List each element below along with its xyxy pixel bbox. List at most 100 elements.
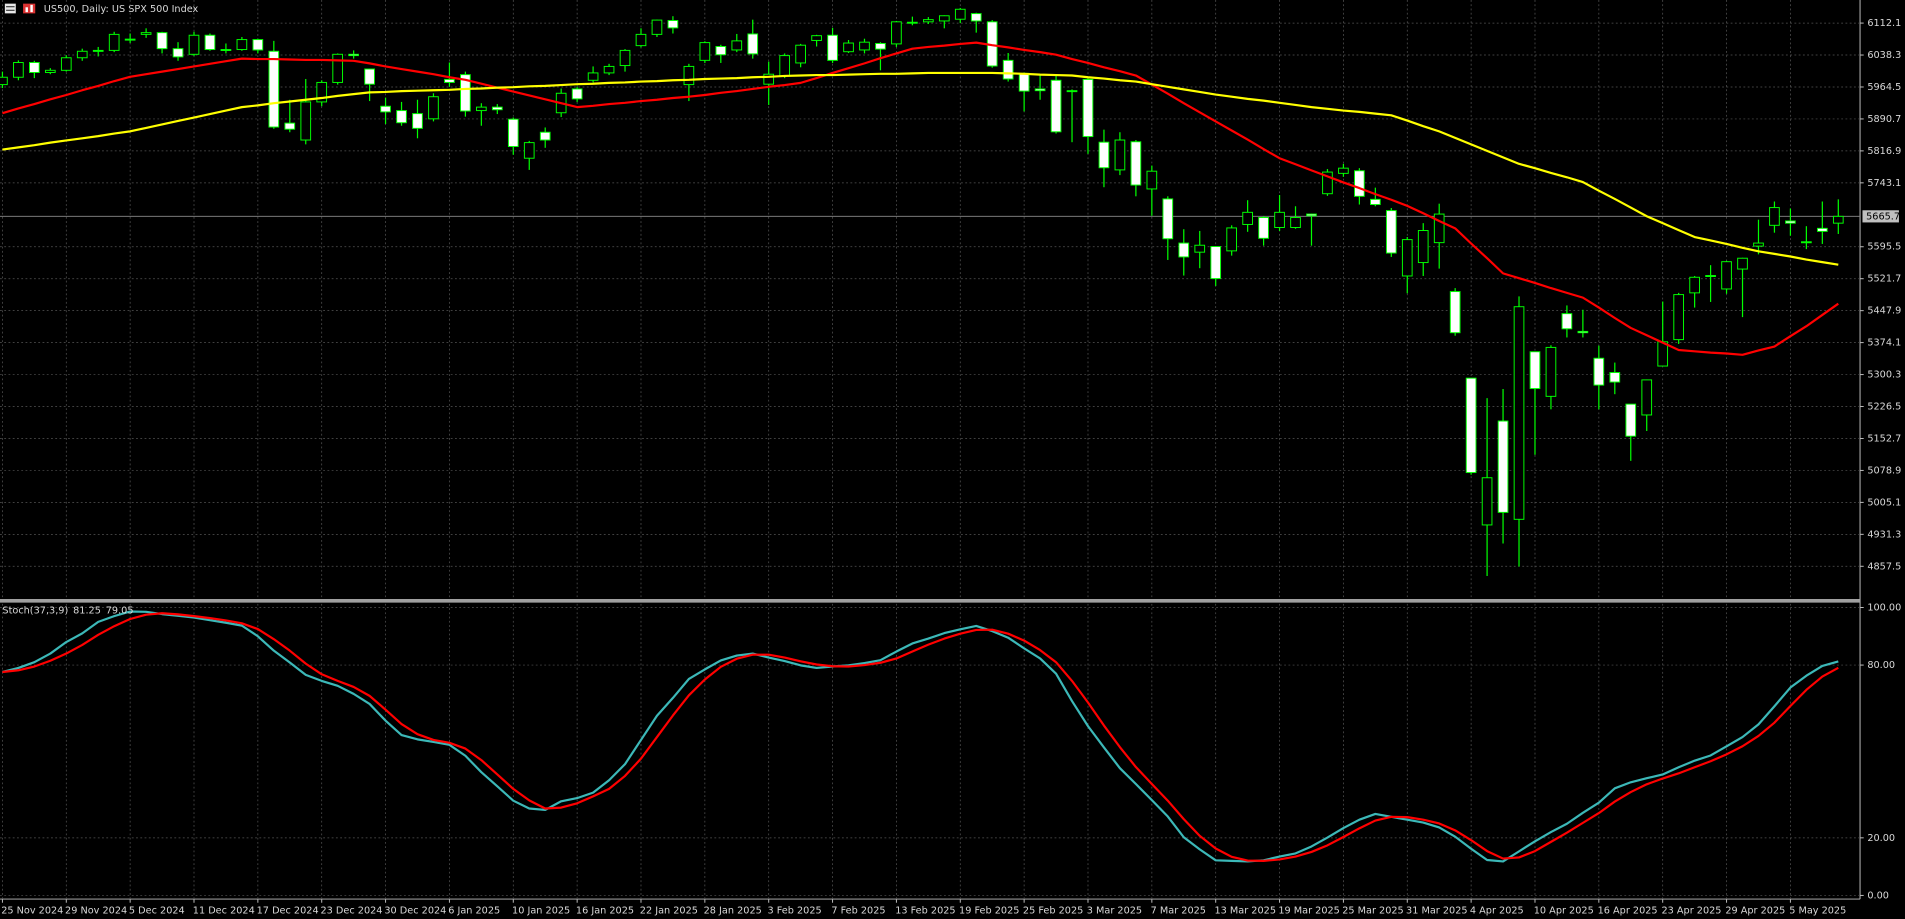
candle-body [1593,357,1605,386]
x-tick-label: 31 Mar 2025 [1406,906,1468,917]
x-tick-label: 6 Jan 2025 [448,906,500,917]
candle-body [44,69,56,73]
candle-body [1481,477,1493,526]
indicator-line [2,612,1839,862]
x-tick-label: 3 Mar 2025 [1087,906,1142,917]
candle-body [124,38,136,41]
icon-list [4,3,16,14]
candle-body [811,35,822,41]
x-tick-label: 25 Nov 2024 [1,906,63,917]
x-tick-label: 23 Dec 2024 [320,906,382,917]
candle-body [619,49,631,67]
candle-body [1625,403,1637,437]
candle-body [236,39,248,51]
candle-body [156,32,168,50]
candle-body [1306,213,1317,217]
candle-body [1242,211,1253,225]
candle-body [683,65,695,86]
x-tick-label: 19 Mar 2025 [1278,906,1340,917]
candle-body [1274,211,1285,228]
x-tick-label: 17 Dec 2024 [257,906,319,917]
indicator-value: 81.25 [73,606,101,617]
candle-body [875,42,886,50]
candle-body [827,34,838,61]
candle-body [523,142,535,159]
candle-body [603,65,615,74]
x-tick-label: 29 Nov 2024 [65,906,127,917]
candle-body [1705,275,1716,278]
candle-body [268,50,280,128]
candle-body [907,21,918,24]
y-tick-label: 4931.3 [1867,529,1901,540]
candle-body [938,15,950,22]
x-tick-label: 25 Feb 2025 [1023,906,1083,917]
candle-body [316,81,328,103]
grid-layer [0,0,1864,903]
candle-body [172,48,184,58]
indicator-name: Stoch(37,3,9) [2,606,68,617]
x-tick-label: 5 Dec 2024 [129,906,185,917]
y-tick-label: 100.00 [1867,602,1901,613]
x-tick-label: 10 Apr 2025 [1534,906,1594,917]
candle-body [1162,198,1174,240]
y-tick-label: 5152.7 [1867,433,1901,444]
candle-body [108,33,120,51]
candle-body [1290,217,1301,228]
candle-body [1721,261,1732,290]
last-price-label: 5665.7 [1866,211,1900,222]
candle-body [1433,213,1445,244]
candle-body [571,88,583,100]
x-tick-label: 7 Feb 2025 [831,906,885,917]
candle-body [252,39,264,51]
candle-body [1002,59,1014,80]
candle-body [1098,141,1110,169]
candle-body [29,62,40,73]
y-tick-label: 5374.1 [1867,338,1901,349]
candle-body [715,46,727,56]
candle-body [412,113,423,129]
candle-body [13,62,24,78]
candle-body [1050,79,1062,133]
candle-body [970,13,982,22]
candle-body [1258,217,1269,239]
icon-chart [23,3,36,14]
candle-body [635,33,647,47]
marks-layer [0,7,1844,863]
y-tick-label: 5226.5 [1867,402,1901,413]
indicator-line [2,610,1839,863]
y-tick-label: 5078.9 [1867,465,1901,476]
candle-body [348,53,359,57]
candle-body [1545,346,1557,397]
icon-bar [25,7,28,13]
candle-body [380,105,391,113]
indicator-value: 79.05 [106,606,134,617]
candle-body [1338,167,1349,174]
labels-layer: 25 Nov 2024 29 Nov 2024 5 Dec 2024 11 Dec 2… [1,18,1901,917]
candle-body [1801,241,1812,244]
x-tick-label: 22 Jan 2025 [640,906,698,917]
candle-body [1832,215,1844,224]
x-tick-label: 3 Feb 2025 [767,906,821,917]
symbol-icons [4,3,36,14]
candle-body [667,20,679,29]
indicator-line [2,71,1839,266]
candle-body [460,74,471,112]
candle-body [843,42,854,53]
candle-body [731,40,743,51]
candle-body [204,34,216,51]
candle-body [332,53,344,83]
candle-body [747,33,759,55]
candle-body [1146,170,1158,190]
y-tick-label: 5816.9 [1867,146,1901,157]
last-price-tag [1862,210,1899,223]
candle-body [1130,141,1142,186]
candle-body [1194,244,1206,253]
x-tick-label: 19 Feb 2025 [959,906,1019,917]
x-tick-label: 7 Mar 2025 [1151,906,1206,917]
candle-body [1226,227,1238,252]
x-tick-label: 4 Apr 2025 [1470,906,1524,917]
y-tick-label: 5595.5 [1867,242,1901,253]
candle-body [364,68,375,85]
candle-body [699,42,711,61]
candle-body [1465,377,1477,474]
